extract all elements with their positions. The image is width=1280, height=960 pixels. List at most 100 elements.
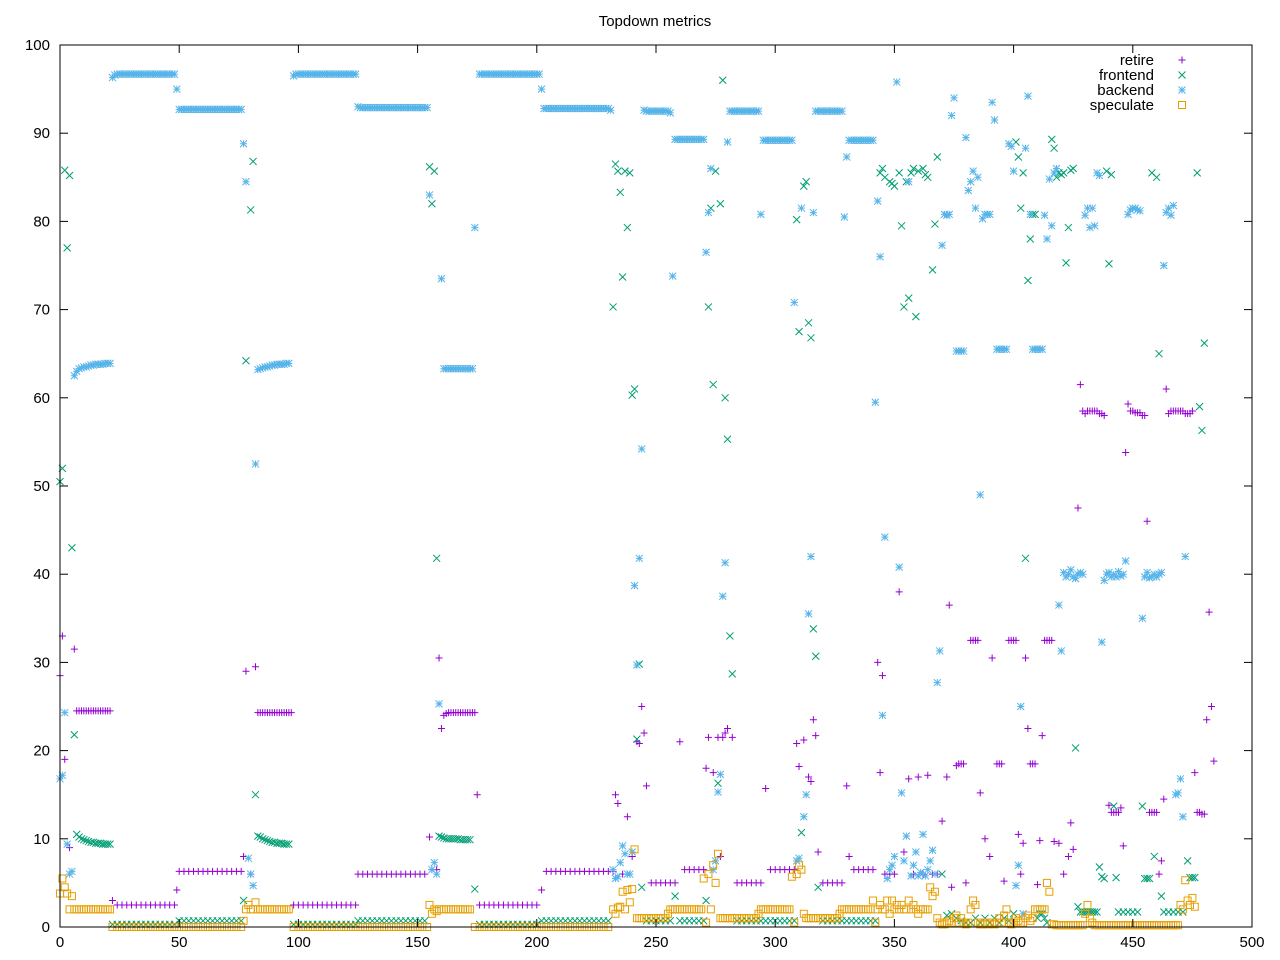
frontend-point	[802, 177, 811, 186]
speculate-point	[885, 909, 894, 918]
backend-point	[873, 197, 882, 205]
speculate-point	[690, 905, 699, 914]
speculate-point	[1000, 911, 1009, 920]
speculate-point	[251, 898, 260, 907]
speculate-point	[1085, 914, 1094, 923]
retire-point	[1014, 830, 1022, 838]
backend-point	[1007, 142, 1016, 151]
backend-point	[1066, 565, 1075, 574]
frontend-point	[254, 832, 262, 841]
speculate-point	[451, 905, 460, 914]
legend-label-frontend: frontend	[1099, 67, 1154, 84]
speculate-point	[1181, 876, 1190, 885]
speculate-point	[988, 918, 997, 927]
frontend-point	[1138, 802, 1147, 811]
backend-point	[84, 362, 93, 370]
retire-point	[421, 870, 429, 878]
speculate-point	[880, 905, 889, 914]
retire-point	[70, 645, 78, 653]
backend-point	[354, 102, 362, 111]
frontend-point	[89, 838, 98, 847]
backend-point	[60, 708, 69, 717]
retire-point	[242, 667, 250, 675]
backend-point	[1114, 567, 1123, 576]
frontend-point	[282, 840, 291, 848]
frontend-point	[1040, 914, 1049, 923]
y-tick-label: 30	[33, 654, 50, 671]
x-tick-label: 200	[524, 934, 549, 951]
speculate-point	[432, 907, 441, 916]
speculate-point	[1076, 921, 1085, 930]
speculate-point	[942, 918, 951, 927]
retire-point	[251, 663, 259, 671]
speculate-point	[1162, 921, 1171, 930]
speculate-point	[1081, 909, 1090, 918]
backend-point	[1009, 167, 1018, 175]
speculate-point	[930, 887, 939, 896]
backend-point	[892, 78, 901, 86]
legend-marker-frontend	[1178, 71, 1186, 79]
retire-point	[638, 703, 646, 710]
backend-point	[628, 848, 637, 856]
backend-point	[1083, 204, 1092, 213]
backend-point	[432, 870, 441, 878]
retire-point	[1117, 804, 1125, 812]
backend-point	[99, 360, 107, 369]
speculate-point	[79, 905, 88, 914]
speculate-point	[628, 885, 637, 894]
speculate-point	[699, 874, 708, 883]
speculate-point	[792, 870, 801, 879]
y-tick-label: 10	[33, 831, 50, 848]
speculate-point	[103, 905, 112, 914]
backend-point	[1145, 573, 1154, 582]
speculate-point	[1124, 921, 1133, 930]
frontend-point	[890, 182, 899, 190]
frontend-point	[1188, 873, 1197, 882]
speculate-point	[969, 896, 978, 905]
speculate-point	[840, 905, 849, 914]
frontend-point	[1183, 856, 1192, 865]
retire-point	[1048, 636, 1056, 644]
speculate-point	[661, 914, 670, 923]
speculate-point	[253, 905, 262, 914]
frontend-point	[904, 294, 913, 302]
speculate-point	[1176, 900, 1185, 909]
backend-point	[795, 854, 803, 863]
retire-point	[1205, 608, 1213, 616]
frontend-point	[258, 834, 267, 843]
speculate-point	[935, 918, 944, 927]
frontend-point	[1112, 873, 1120, 882]
frontend-point	[1014, 153, 1023, 161]
speculate-point	[82, 905, 91, 914]
retire-point	[974, 636, 982, 644]
backend-point	[437, 274, 446, 283]
frontend-point	[625, 169, 634, 177]
speculate-point	[857, 905, 866, 914]
legend-label-retire: retire	[1120, 52, 1154, 69]
speculate-point	[84, 905, 93, 914]
frontend-point	[1200, 339, 1209, 347]
speculate-point	[899, 905, 908, 914]
speculate-point	[1014, 916, 1023, 925]
speculate-point	[675, 905, 684, 914]
backend-point	[1012, 881, 1020, 890]
plot-area	[56, 70, 1218, 931]
retire-point	[1019, 839, 1027, 847]
retire-point	[890, 870, 898, 878]
speculate-point	[91, 905, 100, 914]
speculate-point	[761, 905, 770, 914]
backend-point	[110, 71, 119, 79]
backend-point	[1112, 572, 1120, 581]
frontend-point	[609, 303, 617, 311]
backend-point	[1078, 570, 1087, 579]
frontend-point	[919, 164, 927, 173]
speculate-point	[1119, 921, 1128, 930]
backend-point	[883, 874, 892, 883]
speculate-point	[1152, 921, 1161, 930]
speculate-point	[632, 914, 641, 923]
backend-point	[840, 213, 849, 221]
speculate-point	[58, 874, 67, 883]
speculate-point	[859, 905, 868, 914]
